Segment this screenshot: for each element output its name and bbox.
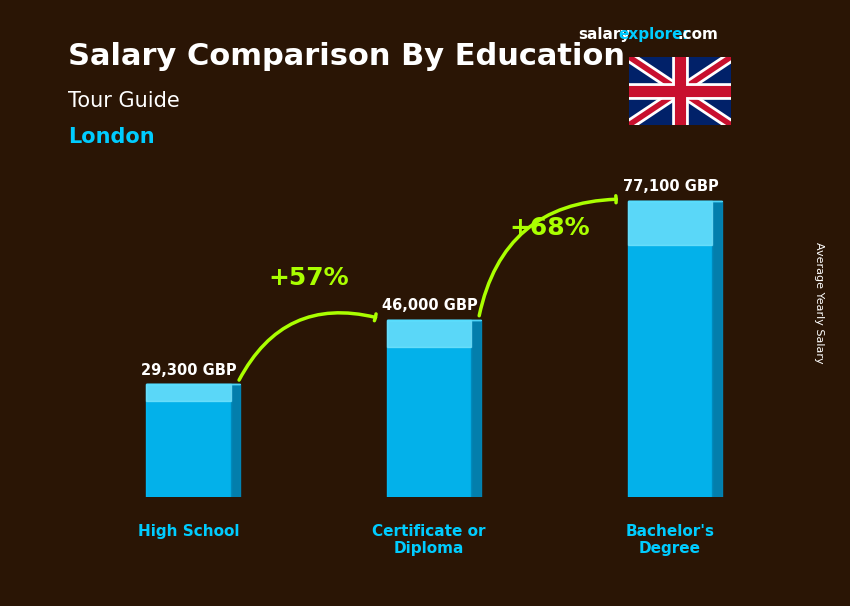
Bar <box>387 321 472 497</box>
Polygon shape <box>230 384 241 497</box>
Text: Bachelor's
Degree: Bachelor's Degree <box>626 524 715 556</box>
Text: +57%: +57% <box>269 266 349 290</box>
Text: Average Yearly Salary: Average Yearly Salary <box>814 242 824 364</box>
Text: +68%: +68% <box>509 216 590 240</box>
Text: Salary Comparison By Education: Salary Comparison By Education <box>68 42 625 72</box>
Polygon shape <box>712 201 722 497</box>
Polygon shape <box>472 321 481 497</box>
Text: .com: .com <box>677 27 718 42</box>
Bar <box>387 321 472 347</box>
Text: 29,300 GBP: 29,300 GBP <box>141 362 237 378</box>
Bar <box>628 201 712 245</box>
Text: London: London <box>68 127 155 147</box>
Text: High School: High School <box>138 524 239 539</box>
Bar <box>146 384 230 401</box>
Text: Tour Guide: Tour Guide <box>68 91 179 111</box>
Bar <box>628 201 712 497</box>
Text: explorer: explorer <box>618 27 690 42</box>
Text: salary: salary <box>578 27 631 42</box>
Text: 77,100 GBP: 77,100 GBP <box>623 179 719 194</box>
Text: Certificate or
Diploma: Certificate or Diploma <box>372 524 486 556</box>
Bar <box>146 384 230 497</box>
Text: 46,000 GBP: 46,000 GBP <box>382 299 478 313</box>
